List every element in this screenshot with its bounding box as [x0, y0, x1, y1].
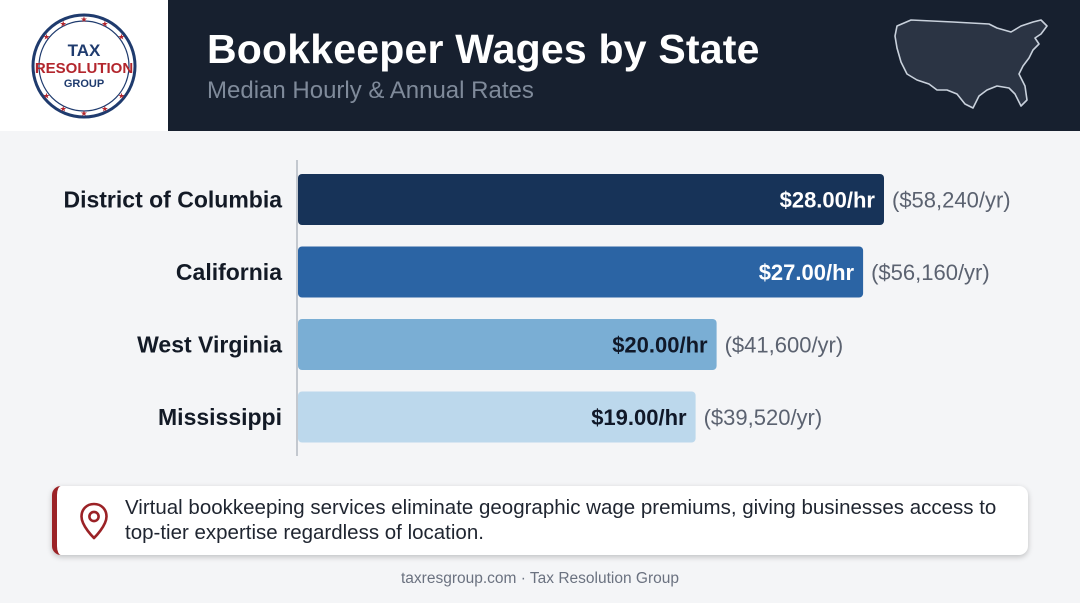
- bar: [298, 246, 864, 298]
- us-map-icon: [894, 19, 1048, 109]
- logo-star-icon: ★: [60, 104, 67, 113]
- bar-value-label: $28.00/hr: [780, 188, 876, 213]
- bar: [298, 174, 884, 225]
- logo-line-3: GROUP: [64, 78, 104, 90]
- annual-wage-label: ($58,240/yr): [892, 188, 1011, 213]
- page-subtitle: Median Hourly & Annual Rates: [207, 77, 534, 104]
- location-pin-icon: [80, 502, 108, 540]
- category-label: California: [176, 259, 282, 285]
- logo-star-icon: ★: [80, 109, 87, 118]
- callout-text: Virtual bookkeeping services eliminate g…: [125, 496, 997, 544]
- category-label: District of Columbia: [63, 187, 282, 213]
- category-label: Mississippi: [158, 404, 282, 430]
- logo-star-icon: ★: [60, 20, 67, 29]
- annual-wage-label: ($56,160/yr): [871, 260, 990, 285]
- logo-star-icon: ★: [101, 20, 108, 29]
- logo-star-icon: ★: [118, 91, 125, 100]
- logo-line-1: TAX: [68, 41, 101, 60]
- callout-box: Virtual bookkeeping services eliminate g…: [52, 486, 1028, 555]
- footer-text: taxresgroup.com · Tax Resolution Group: [401, 570, 679, 587]
- logo: ★ ★ ★ ★ ★ ★ ★ ★ ★ ★ TAX RESOLUTION GROUP: [0, 0, 168, 131]
- page-title: Bookkeeper Wages by State: [207, 26, 760, 72]
- category-label: West Virginia: [137, 332, 282, 358]
- tax-resolution-group-seal-icon: ★ ★ ★ ★ ★ ★ ★ ★ ★ ★ TAX RESOLUTION GROUP: [31, 13, 137, 119]
- logo-star-icon: ★: [101, 104, 108, 113]
- annual-wage-label: ($39,520/yr): [704, 405, 823, 430]
- logo-line-2: RESOLUTION: [35, 60, 133, 77]
- bar-value-label: $27.00/hr: [759, 260, 855, 285]
- bar-value-label: $20.00/hr: [612, 333, 708, 358]
- logo-star-icon: ★: [43, 33, 50, 42]
- bar: [298, 319, 717, 370]
- logo-star-icon: ★: [80, 15, 87, 24]
- bar: [298, 391, 696, 443]
- header-banner: ★ ★ ★ ★ ★ ★ ★ ★ ★ ★ TAX RESOLUTION GROUP Bookkeep…: [0, 0, 1080, 131]
- annual-wage-label: ($41,600/yr): [725, 333, 844, 358]
- bar-value-label: $19.00/hr: [591, 405, 687, 430]
- logo-star-icon: ★: [118, 33, 125, 42]
- logo-star-icon: ★: [43, 91, 50, 100]
- bar-chart: District of Columbia $28.00/hr ($58,240/yr…: [63, 160, 1011, 456]
